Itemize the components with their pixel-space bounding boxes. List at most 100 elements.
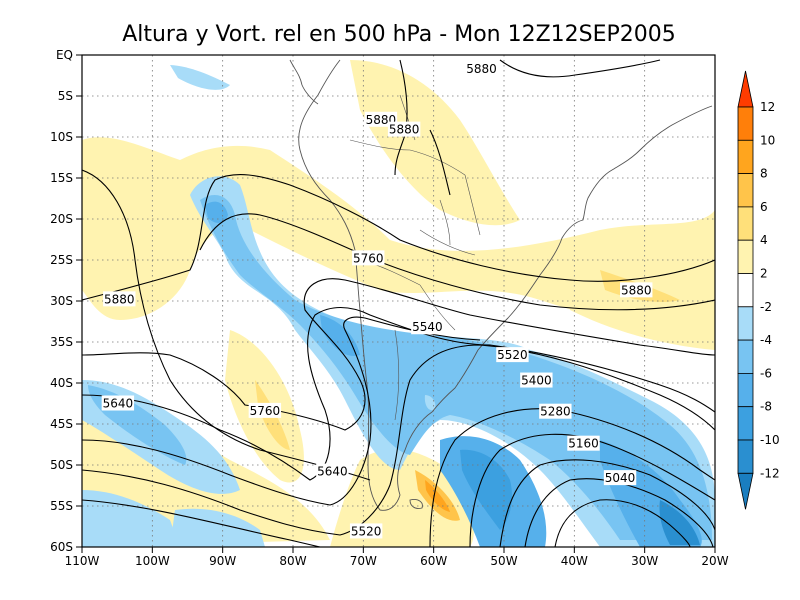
height-contour: [499, 59, 661, 78]
height-contour: [82, 316, 481, 506]
contour-label-text: 5520: [351, 524, 382, 538]
lon-tick-label: 20W: [701, 554, 728, 568]
height-contour: [199, 213, 715, 311]
colorbar-segment: [737, 406, 754, 441]
contour-label-bg: [520, 372, 553, 388]
colorbar-segment: [737, 306, 754, 341]
colorbar-label: -10: [760, 433, 780, 447]
contour-label-text: 5880: [621, 283, 652, 297]
colorbar-arrow-top: [737, 70, 754, 108]
contour-label-bg: [101, 395, 135, 411]
colorbar-segment: [737, 139, 754, 175]
lon-tick-label: 110W: [65, 554, 100, 568]
contour-label-bg: [411, 319, 444, 335]
colorbar-label: 6: [760, 200, 768, 214]
colorbar-label: 2: [760, 267, 768, 281]
colorbar-label: 8: [760, 167, 768, 181]
height-contour: [82, 306, 715, 481]
height-contour: [82, 344, 715, 536]
vort-positive-region: [560, 260, 715, 350]
central-america-coastline: [289, 59, 319, 105]
contour-label-bg: [496, 347, 529, 363]
vort-negative-region: [320, 315, 360, 356]
colorbar: 12 10 8 6 4 2 -2 -4 -6 -8 -10 -12: [737, 70, 780, 510]
height-contour: [499, 459, 715, 547]
lat-tick-label: 35S: [50, 335, 73, 349]
contour-label: 5540: [411, 319, 444, 335]
colorbar-label: 10: [760, 133, 775, 147]
lat-tick-label: 5S: [58, 89, 73, 103]
lat-tick-label: 25S: [50, 253, 73, 267]
colorbar-segment: [737, 273, 754, 308]
vort-negative-region: [170, 65, 230, 90]
contour-label-bg: [352, 250, 385, 266]
height-contour: [429, 129, 451, 196]
contour-label: 5880: [620, 282, 653, 298]
height-contour: [82, 174, 715, 301]
contour-labels: 5880588058805760588058805540552054005640…: [101, 60, 653, 539]
colorbar-segment: [737, 339, 754, 374]
lon-tick-label: 70W: [350, 554, 377, 568]
vort-positive-region: [82, 137, 715, 330]
contour-label-bg: [539, 403, 572, 419]
contour-label: 5160: [567, 435, 600, 451]
colorbar-segment: [737, 439, 754, 474]
lat-tick-label: 60S: [50, 540, 73, 554]
lon-tick-label: 30W: [631, 554, 658, 568]
contour-label-text: 5280: [540, 405, 571, 419]
lon-tick-label: 90W: [209, 554, 236, 568]
contour-label-bg: [603, 470, 637, 486]
contour-label-text: 5880: [466, 62, 497, 76]
contour-label-bg: [465, 60, 498, 76]
latitude-axis: EQ 5S 10S 15S 20S 25S 30S 35S 40S 45S 50S 55S 60S: [50, 48, 82, 554]
lon-tick-label: 100W: [135, 554, 170, 568]
lon-tick-label: 80W: [279, 554, 306, 568]
contour-label-text: 5760: [250, 404, 281, 418]
lat-tick-label: EQ: [56, 48, 73, 62]
contour-label-text: 5540: [412, 320, 443, 334]
vort-negative-region: [82, 490, 180, 547]
colorbar-segment: [737, 106, 754, 141]
contour-label-bg: [103, 291, 136, 307]
lon-tick-label: 50W: [490, 554, 517, 568]
contour-label: 5400: [520, 372, 553, 388]
colorbar-segment: [737, 239, 754, 274]
falkland-islands: [409, 499, 423, 509]
contour-label: 5520: [349, 523, 383, 539]
colorbar-label: -4: [760, 333, 772, 347]
map-panel: 5880588058805760588058805540552054005640…: [50, 48, 729, 568]
vort-positive-region: [425, 480, 450, 512]
contour-label-text: 5640: [103, 397, 134, 411]
lon-tick-label: 40W: [561, 554, 588, 568]
contour-label: 5880: [465, 60, 498, 76]
lat-tick-label: 40S: [50, 376, 73, 390]
contour-label: 5520: [496, 347, 529, 363]
contour-label: 5880: [387, 121, 421, 137]
colorbar-label: 12: [760, 100, 775, 114]
vort-negative-region: [659, 500, 700, 545]
contour-label-text: 5640: [317, 465, 348, 479]
contour-label-bg: [620, 282, 653, 298]
lat-tick-label: 45S: [50, 417, 73, 431]
colorbar-label: -6: [760, 366, 772, 380]
colorbar-arrow-bottom: [737, 472, 754, 510]
colorbar-label: -2: [760, 300, 772, 314]
colorbar-label: 4: [760, 233, 768, 247]
contour-label: 5040: [603, 470, 637, 486]
vort-negative-region: [205, 201, 228, 223]
contour-label-bg: [248, 402, 282, 418]
colorbar-segment: [737, 206, 754, 241]
lat-tick-label: 30S: [50, 294, 73, 308]
height-contour: [554, 499, 691, 547]
contour-label-text: 5160: [568, 437, 599, 451]
longitude-axis: 110W 100W 90W 80W 70W 60W 50W 40W 30W 20W: [65, 547, 729, 568]
contour-label-text: 5880: [104, 292, 135, 306]
contour-label-bg: [387, 121, 421, 137]
lat-tick-label: 55S: [50, 499, 73, 513]
colorbar-segment: [737, 173, 754, 208]
map-title: Altura y Vort. rel en 500 hPa - Mon 12Z1…: [122, 22, 676, 47]
height-contour: [469, 433, 715, 547]
colorbar-segment: [737, 372, 754, 408]
lat-tick-label: 20S: [50, 212, 73, 226]
